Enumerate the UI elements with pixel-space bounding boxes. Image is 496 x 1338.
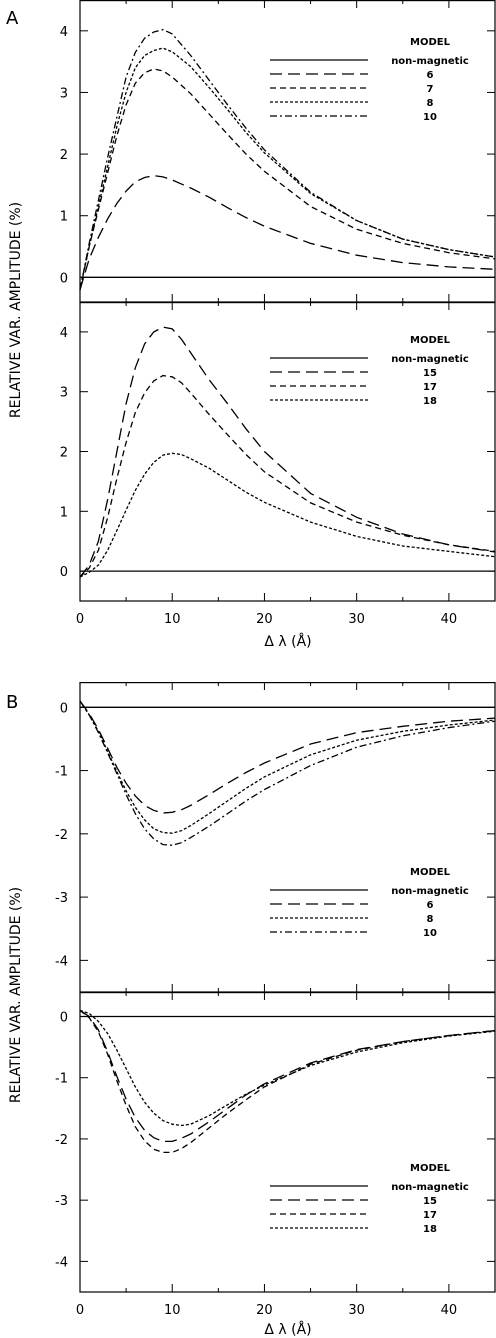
panel-b-bottom-y-tick-label: -4 <box>55 1255 68 1270</box>
panel-b-bottom-x-tick-label: 20 <box>256 1303 273 1318</box>
panel-a-top-series-10 <box>79 28 496 290</box>
panel-a-top-y-tick-label: 2 <box>60 148 68 163</box>
panel-b-top-series-10 <box>79 700 496 846</box>
panel-b-top-y-tick-label: -4 <box>55 954 68 969</box>
panel-b-bottom-legend-label: 17 <box>423 1210 437 1221</box>
panel-b-bottom-series-17 <box>79 1009 496 1154</box>
panel-a-bottom-y-tick-label: 0 <box>60 565 68 580</box>
panel-b-y-axis-label: RELATIVE VAR. AMPLITUDE (%) <box>8 887 24 1103</box>
panel-a-bottom-series-17 <box>79 374 496 578</box>
panel-a-top-y-tick-label: 1 <box>60 210 68 225</box>
panel-a-top-y-tick-label: 0 <box>60 271 68 286</box>
panel-b-upper-plot: 0 -1 -2 -3 -4 MODEL non-magnetic 6 8 10 <box>55 681 496 993</box>
panel-a-top-y-tick-label: 4 <box>60 25 68 40</box>
panel-b-bottom-y-tick-label: 0 <box>60 1010 68 1025</box>
panel-b-lower-plot: 0 -1 -2 -3 -4 0 10 20 30 40 MODEL non-magnetic 15 17 1… <box>55 991 496 1318</box>
panel-a-x-axis-label: Δ λ (Å) <box>264 633 311 650</box>
panel-b-top-series-6 <box>79 700 496 814</box>
panel-a-top-series-6 <box>79 175 496 290</box>
panel-a-bottom-legend-label: non-magnetic <box>391 354 469 365</box>
panel-b-bottom-x-tick-label: 30 <box>348 1303 365 1318</box>
panel-b-bottom-x-tick-label: 40 <box>441 1303 458 1318</box>
panel-b-bottom-y-tick-label: -3 <box>55 1194 68 1209</box>
panel-b-label: B <box>6 692 18 713</box>
panel-b-top-legend-label: 8 <box>427 914 434 925</box>
panel-a-top-series-8 <box>79 47 496 290</box>
panel-a-bottom-x-tick-label: 0 <box>76 612 84 627</box>
panel-b-top-plot-frame <box>79 681 496 993</box>
panel-a-bottom-x-tick-label: 20 <box>256 612 273 627</box>
panel-a-bottom-legend-label: 17 <box>423 382 437 393</box>
panel-a-top-legend-title: MODEL <box>410 37 451 48</box>
panel-a-top-legend-label: non-magnetic <box>391 56 469 67</box>
panel-b-top-legend-title: MODEL <box>410 867 451 878</box>
panel-a-bottom-y-tick-label: 1 <box>60 505 68 520</box>
panel-a-bottom-y-tick-label: 2 <box>60 446 68 461</box>
panel-a-top-series-7 <box>79 68 496 290</box>
panel-a-bottom-series-18 <box>79 452 496 578</box>
panel-b-bottom-x-tick-label: 0 <box>76 1303 84 1318</box>
panel-b-x-axis-label: Δ λ (Å) <box>264 1321 311 1338</box>
panel-b-top-series-8 <box>79 700 496 834</box>
panel-b-bottom-series-18 <box>79 1009 496 1127</box>
panel-b-bottom-series-15 <box>79 1009 496 1143</box>
panel-b-bottom-y-tick-label: -1 <box>55 1072 68 1087</box>
panel-a-bottom-plot-frame <box>79 302 496 602</box>
panel-a-bottom-y-tick-label: 3 <box>60 386 68 401</box>
panel-a-label: A <box>6 8 19 29</box>
panel-a-bottom-x-tick-label: 10 <box>164 612 181 627</box>
panel-b-bottom-legend-label: non-magnetic <box>391 1182 469 1193</box>
panel-a-top-legend-label: 6 <box>427 70 434 81</box>
panel-a-upper-plot: 0 1 2 3 4 MODEL non-magnetic 6 7 8 10 <box>60 0 496 303</box>
panel-b-top-legend-label: 10 <box>423 928 437 939</box>
panel-a-bottom-x-tick-label: 30 <box>348 612 365 627</box>
panel-b-bottom-y-tick-label: -2 <box>55 1133 68 1148</box>
panel-b-bottom-x-tick-label: 10 <box>164 1303 181 1318</box>
panel-b-bottom-legend-label: 15 <box>423 1196 437 1207</box>
panel-b-top-y-tick-label: -2 <box>55 828 68 843</box>
panel-b-top-y-tick-label: 0 <box>60 701 68 716</box>
panel-a-bottom-legend-title: MODEL <box>410 335 451 346</box>
panel-a-top-legend-label: 7 <box>427 84 434 95</box>
panel-a-top-y-tick-label: 3 <box>60 86 68 101</box>
panel-a-bottom-legend-label: 15 <box>423 368 437 379</box>
panel-b-top-y-tick-label: -1 <box>55 765 68 780</box>
panel-b-bottom-legend-title: MODEL <box>410 1163 451 1174</box>
panel-a-top-legend-label: 10 <box>423 112 437 123</box>
panel-b-bottom-plot-frame <box>79 991 496 1293</box>
panel-b-top-legend-label: 6 <box>427 900 434 911</box>
panel-a-bottom-x-tick-label: 40 <box>441 612 458 627</box>
panel-b-top-legend-label: non-magnetic <box>391 886 469 897</box>
panel-b-top-y-tick-label: -3 <box>55 891 68 906</box>
panel-b-bottom-legend-label: 18 <box>423 1224 437 1235</box>
panel-a-bottom-legend-label: 18 <box>423 396 437 407</box>
panel-a-y-axis-label: RELATIVE VAR. AMPLITUDE (%) <box>8 202 24 418</box>
panel-a-top-legend-label: 8 <box>427 98 434 109</box>
panel-a-bottom-y-tick-label: 4 <box>60 326 68 341</box>
